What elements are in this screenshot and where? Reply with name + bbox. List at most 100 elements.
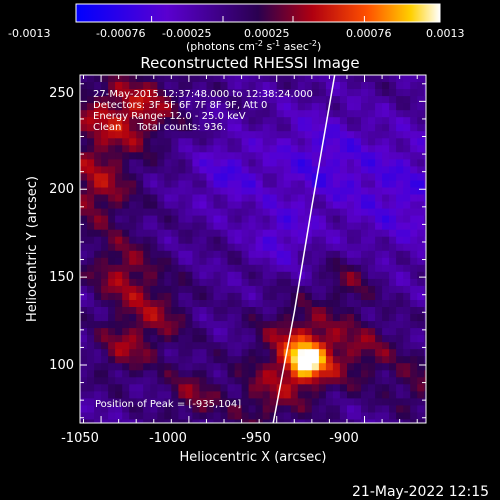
heatmap-cell — [311, 314, 320, 322]
heatmap-cell — [80, 328, 88, 336]
heatmap-cell — [304, 201, 313, 210]
heatmap-cell — [157, 110, 165, 118]
heatmap-cell — [80, 89, 88, 97]
heatmap-cell — [185, 271, 193, 280]
heatmap-cell — [213, 187, 222, 196]
heatmap-cell — [375, 201, 383, 210]
heatmap-cell — [403, 117, 411, 125]
heatmap-cell — [297, 96, 306, 104]
heatmap-cell — [94, 229, 102, 238]
heatmap-cell — [101, 124, 109, 132]
heatmap-cell — [220, 208, 229, 217]
heatmap-cell — [339, 201, 348, 210]
heatmap-cell — [129, 257, 137, 266]
heatmap-cell — [403, 363, 411, 371]
heatmap-cell — [136, 180, 144, 189]
heatmap-cell — [227, 138, 236, 146]
heatmap-cell — [143, 405, 151, 413]
heatmap-cell — [269, 138, 278, 146]
heatmap-cell — [122, 328, 130, 336]
heatmap-cell — [339, 307, 348, 315]
heatmap-cell — [171, 145, 179, 153]
heatmap-cell — [171, 194, 179, 203]
heatmap-cell — [332, 257, 341, 266]
heatmap-cell — [368, 131, 376, 139]
heatmap-cell — [234, 145, 243, 153]
heatmap-cell — [283, 131, 292, 139]
heatmap-cell — [305, 427, 313, 435]
heatmap-cell — [199, 82, 207, 90]
heatmap-cell — [171, 412, 179, 421]
heatmap-cell — [297, 412, 306, 421]
heatmap-cell — [424, 328, 426, 336]
heatmap-cell — [241, 405, 250, 413]
heatmap-cell — [375, 349, 383, 357]
heatmap-cell — [339, 405, 348, 413]
heatmap-cell — [375, 384, 383, 392]
heatmap-cell — [311, 271, 320, 280]
heatmap-cell — [311, 321, 320, 329]
heatmap-cell — [368, 138, 376, 146]
heatmap-cell — [403, 180, 411, 189]
heatmap-cell — [108, 405, 116, 413]
heatmap-cell — [276, 96, 285, 104]
colorbar — [75, 3, 441, 23]
heatmap-cell — [396, 110, 404, 118]
heatmap-cell — [283, 110, 292, 118]
heatmap-cell — [80, 229, 88, 238]
heatmap-cell — [403, 391, 411, 399]
heatmap-cell — [276, 180, 285, 189]
heatmap-cell — [354, 391, 362, 399]
heatmap-cell — [199, 243, 207, 252]
heatmap-cell — [297, 103, 306, 111]
heatmap-cell — [396, 96, 404, 104]
heatmap-cell — [311, 89, 320, 97]
heatmap-cell — [122, 82, 130, 90]
heatmap-cell — [178, 236, 186, 245]
heatmap-cell — [318, 384, 327, 392]
heatmap-cell — [150, 222, 158, 231]
heatmap-cell — [227, 349, 236, 357]
heatmap-cell — [143, 201, 151, 210]
heatmap-cell — [185, 328, 193, 336]
heatmap-cell — [290, 103, 299, 111]
heatmap-cell — [354, 405, 362, 413]
heatmap-cell — [241, 250, 250, 259]
heatmap-cell — [297, 321, 306, 329]
heatmap-cell — [347, 405, 355, 413]
heatmap-cell — [297, 222, 306, 231]
heatmap-cell — [171, 180, 179, 189]
heatmap-cell — [122, 335, 130, 343]
heatmap-cell — [220, 103, 229, 111]
heatmap-cell — [410, 117, 418, 125]
heatmap-cell — [241, 159, 250, 167]
heatmap-cell — [164, 215, 172, 224]
heatmap-cell — [241, 264, 250, 273]
heatmap-cell — [262, 110, 271, 118]
heatmap-cell — [276, 307, 285, 315]
heatmap-cell — [227, 292, 236, 301]
heatmap-cell — [290, 131, 299, 139]
heatmap-cell — [389, 243, 397, 252]
heatmap-cell — [354, 271, 362, 280]
heatmap-cell — [311, 131, 320, 139]
heatmap-cell — [417, 405, 425, 413]
heatmap-cell — [318, 342, 327, 350]
heatmap-cell — [410, 236, 418, 245]
heatmap-cell — [354, 215, 362, 224]
heatmap-cell — [178, 222, 186, 231]
heatmap-cell — [157, 257, 165, 266]
heatmap-cell — [276, 145, 285, 153]
heatmap-cell — [403, 222, 411, 231]
heatmap-cell — [304, 356, 313, 364]
heatmap-cell — [108, 363, 116, 371]
heatmap-cell — [368, 335, 376, 343]
y-axis-title: Heliocentric Y (arcsec) — [25, 176, 40, 322]
heatmap-cell — [354, 264, 362, 273]
heatmap-cell — [157, 349, 165, 357]
heatmap-cell — [325, 180, 334, 189]
heatmap-cell — [220, 194, 229, 203]
heatmap-cell — [115, 427, 123, 435]
heatmap-cell — [129, 377, 137, 385]
heatmap-cell — [150, 342, 158, 350]
